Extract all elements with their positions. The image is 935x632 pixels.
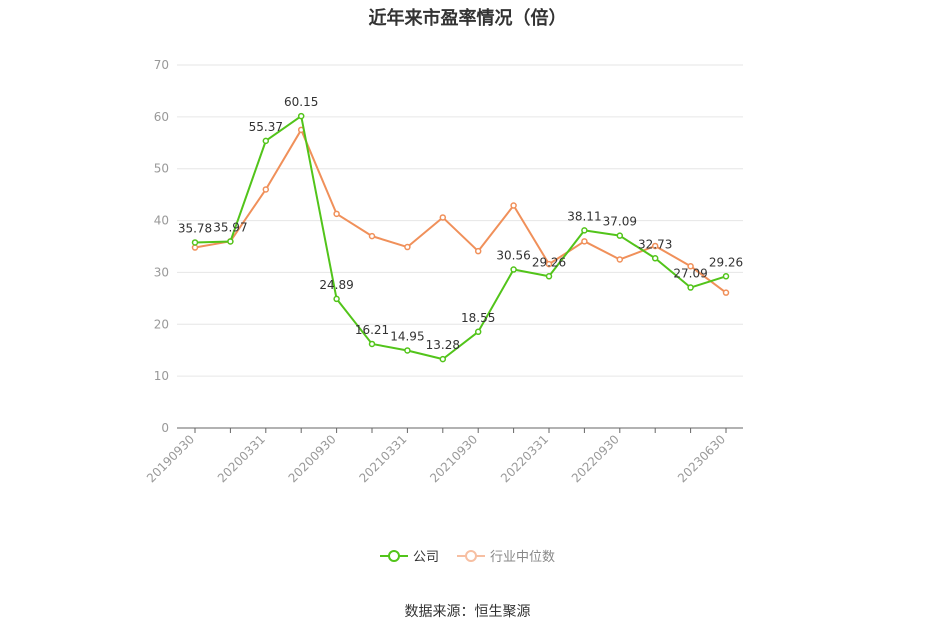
data-point-1 (722, 289, 730, 296)
series-line-1 (194, 128, 727, 294)
data-label: 30.56 (496, 249, 530, 263)
x-tick-label: 20210930 (427, 432, 480, 485)
y-tick-label: 10 (154, 369, 169, 383)
y-tick-label: 40 (154, 214, 169, 228)
y-tick-label: 60 (154, 110, 169, 124)
data-point-1 (651, 242, 659, 250)
data-label: 29.26 (709, 255, 743, 269)
data-point-1 (545, 260, 553, 268)
data-point-1 (510, 202, 517, 209)
data-point-1 (581, 238, 588, 245)
data-point-0 (510, 266, 517, 273)
y-tick-label: 30 (154, 265, 169, 279)
x-tick-label: 20220930 (569, 432, 622, 485)
data-point-0 (651, 255, 659, 262)
data-point-1 (687, 262, 694, 270)
data-label: 24.89 (319, 278, 353, 292)
data-point-1 (333, 210, 340, 218)
data-point-0 (474, 328, 482, 336)
data-label: 14.95 (390, 329, 424, 343)
source-note: 数据来源：恒生聚源 (404, 604, 531, 620)
data-label: 29.26 (532, 255, 566, 269)
x-tick-label: 20230630 (675, 432, 728, 485)
data-point-1 (191, 244, 199, 251)
series-line-0 (194, 115, 727, 361)
chart-title: 近年来市盈率情况（倍） (368, 8, 567, 29)
data-label: 55.37 (249, 120, 283, 134)
data-point-1 (439, 214, 447, 221)
data-point-0 (191, 239, 199, 246)
data-label: 35.97 (213, 220, 247, 234)
x-tick-label: 20220331 (498, 432, 551, 485)
data-label: 27.09 (673, 267, 707, 281)
data-label: 60.15 (284, 95, 318, 109)
legend-marker-company-icon (379, 549, 408, 562)
data-point-1 (368, 232, 376, 240)
data-point-1 (616, 256, 624, 263)
data-point-0 (687, 284, 694, 291)
legend-label-company: 公司 (412, 550, 439, 565)
data-label: 18.55 (461, 311, 495, 325)
y-tick-label: 20 (154, 317, 169, 331)
legend: 公司 行业中位数 (0, 546, 935, 565)
legend-item-industry-median[interactable]: 行业中位数 (457, 546, 555, 565)
data-point-0 (368, 340, 376, 348)
data-label: 38.11 (567, 209, 601, 223)
y-tick-label: 70 (154, 58, 169, 72)
data-label: 37.09 (603, 215, 637, 229)
data-point-0 (722, 273, 730, 280)
data-point-0 (581, 227, 588, 234)
y-tick-label: 50 (154, 162, 169, 176)
data-point-1 (262, 186, 270, 193)
data-point-0 (297, 112, 305, 120)
legend-label-industry-median: 行业中位数 (490, 550, 556, 565)
legend-item-company[interactable]: 公司 (379, 546, 439, 565)
data-label: 35.78 (178, 221, 212, 235)
x-tick-label: 20190930 (144, 432, 197, 485)
x-tick-label: 20200930 (286, 432, 339, 485)
legend-marker-industry-median-icon (457, 549, 485, 562)
data-label: 32.73 (638, 237, 672, 251)
data-point-1 (404, 243, 411, 251)
data-point-1 (474, 247, 482, 255)
y-tick-label: 0 (161, 421, 169, 435)
data-point-0 (439, 355, 447, 363)
data-point-0 (227, 238, 234, 245)
data-point-0 (616, 232, 624, 239)
data-point-0 (333, 295, 340, 303)
data-label: 16.21 (355, 323, 389, 337)
data-point-0 (262, 137, 270, 145)
data-label: 13.28 (426, 338, 460, 352)
data-point-0 (404, 347, 411, 354)
data-point-0 (545, 273, 553, 280)
x-tick-label: 20210331 (356, 432, 409, 485)
x-tick-label: 20200331 (215, 432, 268, 485)
